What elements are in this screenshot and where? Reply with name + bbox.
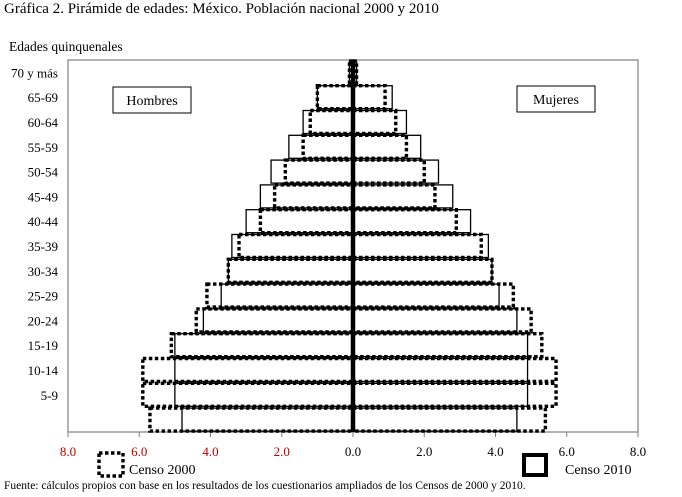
labels-layer: 8.0 6.0 4.0 2.0 0.0 2.0 4.0 6.0 8.0 Edades quinqu… xyxy=(9,39,646,478)
panel-label-mujeres-box xyxy=(516,85,596,113)
bar-mujeres-2000 xyxy=(351,158,426,185)
x-tick-label: 4.0 xyxy=(202,444,218,459)
bar-mujeres-2000 xyxy=(351,108,398,136)
bar-mujeres-2010 xyxy=(352,333,529,358)
bar-hombres-2000 xyxy=(226,257,355,284)
bar-mujeres-2010 xyxy=(352,258,493,283)
bar-hombres-2010 xyxy=(245,209,354,234)
y-tick-label: 25-29 xyxy=(28,289,58,304)
bar-hombres-2010 xyxy=(227,258,354,283)
bar-mujeres-2000 xyxy=(351,257,494,284)
bar-hombres-2000 xyxy=(301,133,355,161)
y-tick-label: 15-19 xyxy=(28,338,58,353)
bar-hombres-2000 xyxy=(315,83,355,111)
bar-mujeres-2010 xyxy=(352,407,518,432)
x-tick-label: 8.0 xyxy=(630,444,646,459)
legend-label-2000: Censo 2000 xyxy=(129,463,196,478)
bar-hombres-2000 xyxy=(169,332,355,359)
bar-mujeres-2000 xyxy=(351,83,387,111)
legend-swatch-2010 xyxy=(522,453,548,477)
bar-mujeres-2000 xyxy=(351,183,437,210)
bar-hombres-2000 xyxy=(258,207,355,235)
bar-hombres-2010 xyxy=(174,333,354,358)
bar-mujeres-2000 xyxy=(351,133,409,161)
bar-mujeres-2010 xyxy=(352,233,490,259)
legend-swatch-2000 xyxy=(97,451,125,478)
chart-title: Gráfica 2. Pirámide de edades: México. P… xyxy=(4,1,439,17)
y-tick-label: 65-69 xyxy=(28,90,58,105)
y-tick-label: 35-39 xyxy=(28,239,58,254)
x-tick-label: 0.0 xyxy=(345,444,361,459)
y-tick-label: 55-59 xyxy=(28,140,58,155)
bar-mujeres-2000 xyxy=(351,207,459,235)
x-tick-label: 6.0 xyxy=(559,444,575,459)
bar-mujeres-2000 xyxy=(351,356,558,384)
y-tick-label: 10-14 xyxy=(28,363,59,378)
source-note: Fuente: cálculos propios con base en los… xyxy=(4,480,526,492)
bar-mujeres-2010 xyxy=(352,283,500,308)
y-tick-label: 70 y más xyxy=(11,65,58,80)
y-axis-title: Edades quinquenales xyxy=(9,39,123,54)
bar-hombres-2010 xyxy=(288,134,354,159)
bar-hombres-2000 xyxy=(194,307,355,334)
bar-hombres-2000 xyxy=(141,356,355,384)
bar-mujeres-2000 xyxy=(351,282,516,309)
x-tick-label: 2.0 xyxy=(416,444,432,459)
y-tick-label: 20-24 xyxy=(28,313,59,328)
bar-hombres-2010 xyxy=(181,407,354,432)
bar-hombres-2000 xyxy=(308,108,355,136)
y-tick-label: 50-54 xyxy=(28,165,59,180)
x-tick-label: 8.0 xyxy=(60,444,76,459)
y-tick-label: 40-44 xyxy=(28,214,59,229)
bar-hombres-2010 xyxy=(202,308,354,333)
bar-mujeres-2010 xyxy=(352,134,422,159)
bar-mujeres-2010 xyxy=(352,109,408,135)
bar-mujeres-2010 xyxy=(352,308,518,333)
bar-hombres-2010 xyxy=(231,233,354,259)
bar-hombres-2010 xyxy=(270,159,354,184)
panel-label-hombres: Hombres xyxy=(126,94,177,109)
y-tick-label: 30-34 xyxy=(28,264,59,279)
bar-mujeres-2000 xyxy=(351,232,483,260)
bar-hombres-2000 xyxy=(141,381,355,408)
bar-mujeres-2010 xyxy=(352,209,472,234)
bar-hombres-2010 xyxy=(174,357,354,383)
x-tick-label: 6.0 xyxy=(131,444,147,459)
bar-mujeres-2000 xyxy=(351,332,544,359)
y-tick-label: 5-9 xyxy=(41,388,58,403)
bar-hombres-2010 xyxy=(220,283,354,308)
bar-mujeres-2010 xyxy=(352,184,454,209)
y-tick-label: 45-49 xyxy=(28,189,58,204)
bar-hombres-2000 xyxy=(283,158,355,185)
bar-hombres-2000 xyxy=(237,232,355,260)
bar-hombres-2000 xyxy=(148,406,355,433)
x-tick-label: 4.0 xyxy=(487,444,503,459)
bar-hombres-2010 xyxy=(316,85,354,110)
bar-mujeres-2000 xyxy=(351,406,548,433)
bar-mujeres-2010 xyxy=(352,357,529,383)
y-tick-label: 60-64 xyxy=(28,115,59,130)
panel-label-mujeres: Mujeres xyxy=(533,93,579,108)
bar-mujeres-2010 xyxy=(352,382,529,407)
bar-hombres-2000 xyxy=(272,183,355,210)
x-tick-label: 2.0 xyxy=(274,444,290,459)
legend-label-2010: Censo 2010 xyxy=(565,463,632,478)
bar-mujeres-2000 xyxy=(351,381,558,408)
bar-mujeres-2000 xyxy=(351,307,533,334)
bar-hombres-2010 xyxy=(174,382,354,407)
bar-mujeres-2000 xyxy=(351,59,359,86)
bar-hombres-2000 xyxy=(205,282,355,309)
panel-label-hombres-box xyxy=(112,86,192,114)
bars-layer xyxy=(141,59,558,433)
